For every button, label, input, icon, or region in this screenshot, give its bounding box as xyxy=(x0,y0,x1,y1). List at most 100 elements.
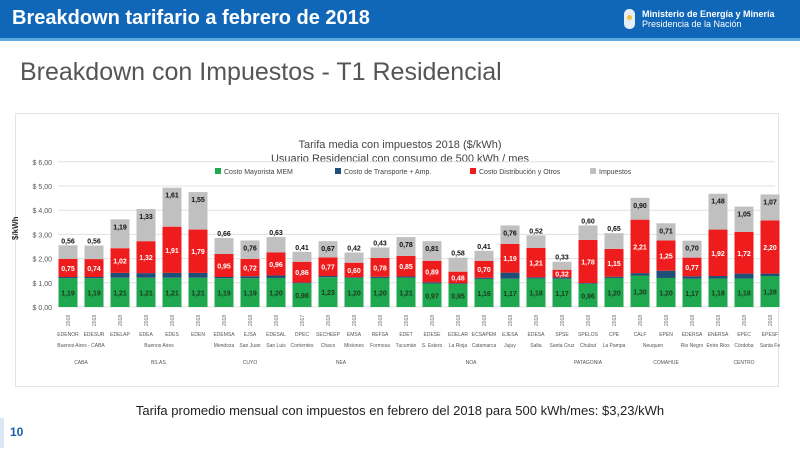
bar-segment-impuestos xyxy=(370,247,390,258)
province-label: Chubut xyxy=(580,343,597,349)
company-label: EPEN xyxy=(659,332,673,338)
bar-segment-distribucion xyxy=(656,240,676,271)
bar-segment-impuestos xyxy=(526,235,546,248)
ministry-logo: Ministerio de Energía y Minería Presiden… xyxy=(642,9,775,29)
header-bar: Breakdown tarifario a febrero de 2018 Mi… xyxy=(0,0,800,41)
year-label: 2018 xyxy=(508,315,514,326)
bar-segment-impuestos xyxy=(396,237,416,256)
year-label: 2018 xyxy=(482,315,488,326)
footer-summary: Tarifa promedio mensual con impuestos en… xyxy=(135,403,665,418)
data-label-distribucion: 1,92 xyxy=(711,251,725,258)
bar-segment-mem xyxy=(604,277,624,307)
bar-segment-transporte xyxy=(188,272,208,278)
province-label: Santa Fe xyxy=(760,343,781,349)
bar-segment-distribucion xyxy=(370,257,390,277)
region-label: CENTRO xyxy=(733,360,754,366)
presidency-name: Presidencia de la Nación xyxy=(642,19,742,29)
data-label-impuestos: 1,55 xyxy=(191,197,205,204)
bar-segment-impuestos xyxy=(318,241,338,258)
bar-segment-impuestos xyxy=(734,206,754,232)
data-label-mem: 1,17 xyxy=(555,291,569,298)
data-label-impuestos: 0,43 xyxy=(373,240,387,247)
company-label: EDELAP xyxy=(110,332,130,338)
year-label: 2018 xyxy=(378,315,384,326)
bar-segment-distribucion xyxy=(318,257,338,277)
province-label: Santa Cruz xyxy=(549,343,575,349)
bar-segment-mem xyxy=(396,277,416,307)
province-label: Misiones xyxy=(344,343,364,349)
bar-segment-mem xyxy=(552,278,572,307)
province-label: La Pampa xyxy=(603,343,626,349)
year-label: 2018 xyxy=(144,315,150,326)
bar-segment-distribucion xyxy=(552,269,572,278)
bar-segment-transporte xyxy=(552,277,572,279)
province-label: Catamarca xyxy=(472,343,497,349)
y-tick-label: $ 4,00 xyxy=(33,208,53,215)
legend-swatch-mem xyxy=(215,167,221,174)
province-label: San Luis xyxy=(266,343,286,349)
data-label-impuestos: 0,76 xyxy=(243,245,257,252)
company-label: EJESA xyxy=(502,332,519,338)
data-label-impuestos: 1,05 xyxy=(737,212,751,219)
year-label: 2018 xyxy=(690,315,696,326)
bar-segment-impuestos xyxy=(552,261,572,270)
bar-segment-mem xyxy=(474,278,494,307)
bar-segment-distribucion xyxy=(292,261,312,283)
company-label: EDET xyxy=(399,332,412,338)
data-label-distribucion: 0,95 xyxy=(217,263,231,270)
year-label: 2017 xyxy=(300,315,306,326)
data-label-mem: 1,23 xyxy=(321,290,335,297)
bar-segment-mem xyxy=(500,278,520,307)
data-label-mem: 1,20 xyxy=(347,290,361,297)
data-label-distribucion: 1,21 xyxy=(529,261,543,268)
region-label: CUYO xyxy=(243,360,258,366)
legend-label-distribucion: Costo Distribución y Otros xyxy=(479,169,561,176)
bar-segment-impuestos xyxy=(604,233,624,249)
province-label: Tucumán xyxy=(396,343,417,349)
data-label-distribucion: 0,89 xyxy=(425,270,439,277)
data-label-mem: 1,30 xyxy=(633,289,647,296)
bar-segment-impuestos xyxy=(266,237,286,253)
data-label-impuestos: 0,33 xyxy=(555,255,569,262)
bar-segment-distribucion xyxy=(630,219,650,274)
data-label-distribucion: 0,77 xyxy=(321,265,335,272)
year-label: 2018 xyxy=(664,315,670,326)
province-label: San Juan xyxy=(239,343,260,349)
region-label: NOA xyxy=(466,360,478,366)
bar-segment-impuestos xyxy=(84,245,104,260)
bar-segment-transporte xyxy=(370,276,390,278)
data-label-impuestos: 0,60 xyxy=(581,218,595,225)
data-label-mem: 1,18 xyxy=(737,291,751,298)
left-accent xyxy=(0,418,4,448)
bar-segment-transporte xyxy=(240,276,260,279)
company-label: SPSE xyxy=(555,332,569,338)
bar-segment-transporte xyxy=(474,277,494,279)
year-label: 2018 xyxy=(560,315,566,326)
national-seal-icon xyxy=(624,9,635,29)
bar-segment-transporte xyxy=(396,276,416,278)
legend-swatch-impuestos xyxy=(590,167,596,174)
data-label-impuestos: 0,66 xyxy=(217,231,231,238)
bar-segment-transporte xyxy=(214,276,234,279)
year-label: 2018 xyxy=(716,315,722,326)
bar-segment-transporte xyxy=(500,272,520,279)
bar-segment-transporte xyxy=(318,276,338,278)
province-label: Jujuy xyxy=(504,343,516,349)
chart-subtitle: Usuario Residencial con consumo de 500 k… xyxy=(271,153,530,165)
region-label: BS.AS. xyxy=(151,360,167,366)
bar-segment-mem xyxy=(58,278,78,307)
bar-segment-impuestos xyxy=(760,194,780,221)
data-label-distribucion: 0,75 xyxy=(61,266,75,273)
data-label-mem: 1,21 xyxy=(139,290,153,297)
bar-segment-transporte xyxy=(58,276,78,279)
data-label-distribucion: 2,21 xyxy=(633,244,647,251)
bar-segment-distribucion xyxy=(214,254,234,277)
province-label: Neuquen xyxy=(643,343,664,349)
company-label: EJSA xyxy=(244,332,257,338)
data-label-distribucion: 1,72 xyxy=(737,251,751,258)
bar-segment-distribucion xyxy=(500,243,520,273)
stacked-bar-chart: Tarifa media con impuestos 2018 ($/kWh) U… xyxy=(11,139,781,366)
bar-segment-mem xyxy=(162,277,182,307)
bar-segment-transporte xyxy=(266,275,286,278)
bar-segment-distribucion xyxy=(578,239,598,284)
